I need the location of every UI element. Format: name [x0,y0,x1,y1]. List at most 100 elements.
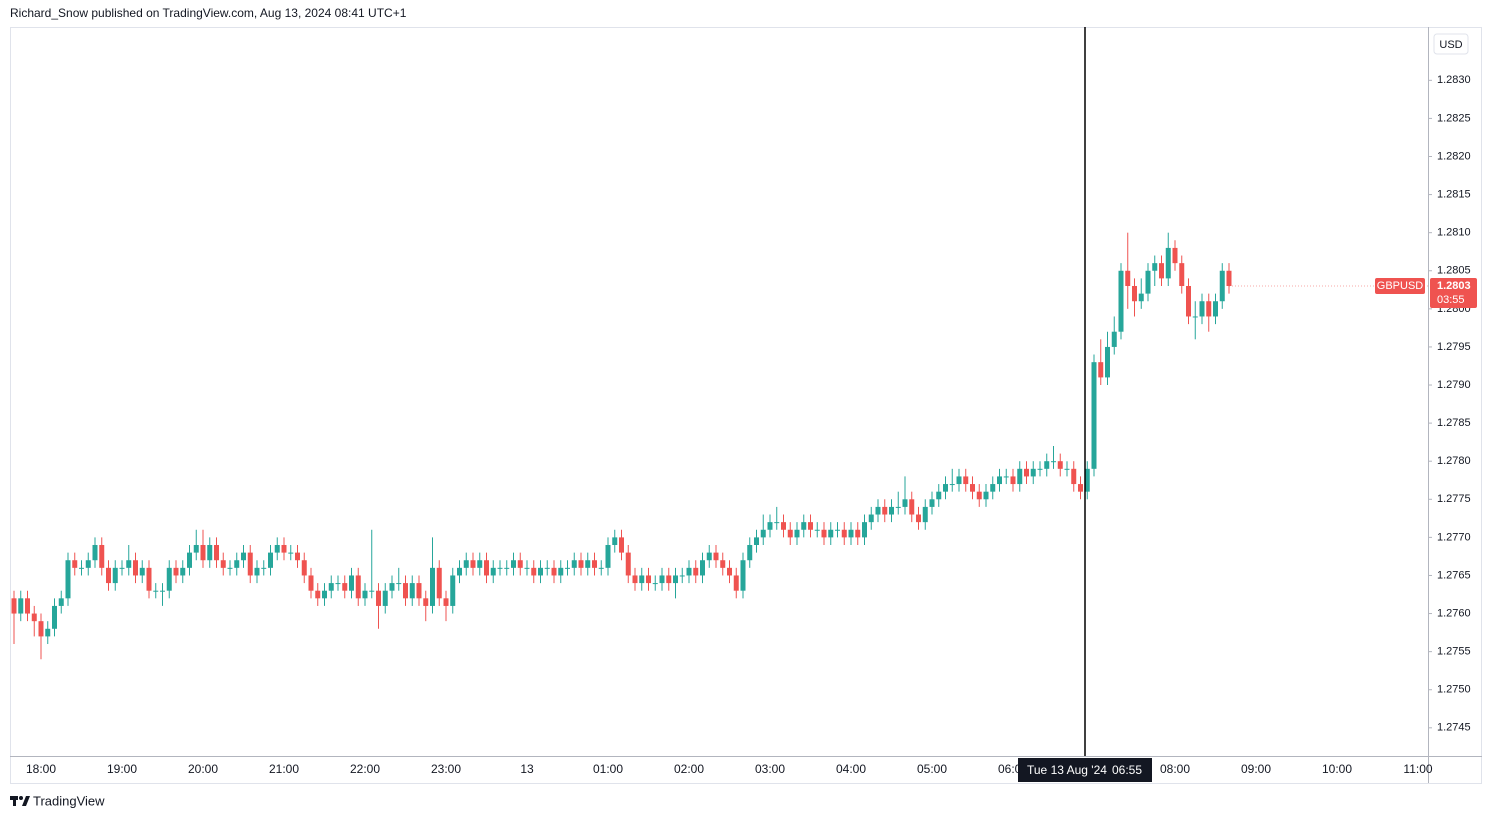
y-tick-label: 1.2830 [1437,74,1471,86]
candle-body [767,522,773,530]
candle-body [571,560,577,568]
currency-box[interactable] [1433,33,1469,55]
y-tick-label: 1.2805 [1437,265,1471,277]
candle-body [828,529,834,538]
y-tick-label: 1.2790 [1437,379,1471,391]
candle-body [31,613,37,622]
price-tag [1430,277,1477,308]
candle-body [153,590,159,592]
candle-body [38,621,44,637]
y-tick-label: 1.2770 [1437,531,1471,543]
candle-body [598,567,604,569]
candle-body [835,529,840,531]
candle-body [369,590,375,592]
candle-body [551,567,557,576]
candle-body [322,590,327,599]
candle-body [1017,468,1023,485]
frame [10,27,1482,784]
candle-body [180,567,186,576]
candle-body [166,567,172,591]
candle-body [889,506,894,515]
candle-body [740,560,746,591]
candle-body [355,575,361,599]
candle-body [760,529,766,538]
candle-body [470,560,476,568]
candle-body [1132,285,1137,302]
candle-body [234,560,240,568]
candle-body [423,598,429,606]
crosshair-date: Tue 13 Aug '24 [1027,763,1107,777]
candle-body [565,567,570,569]
candle-body [1145,270,1151,294]
candle-body [1186,285,1191,317]
candle-body [524,567,530,569]
candle-body [65,560,71,599]
candle-body [274,544,280,553]
x-tick-label: 04:00 [836,762,866,776]
candle-body [497,567,503,569]
y-tick-label: 1.2815 [1437,188,1471,200]
candle-body [193,544,199,553]
x-tick-label: 08:00 [1160,762,1190,776]
candle-body [679,575,685,577]
y-tick-label: 1.2745 [1437,722,1471,734]
candle-body [362,590,368,599]
candle-body [754,537,759,545]
candle-body [706,552,712,561]
candle-body [875,506,881,515]
candle-body [119,567,125,569]
candle-body [376,590,381,606]
candle-body [1192,316,1198,318]
candle-body [409,583,415,599]
candle-body [247,552,253,576]
candle-body [389,583,395,591]
candle-body [281,544,287,553]
candle-body [396,583,402,585]
countdown: 03:55 [1437,294,1465,306]
candle-body [1064,468,1070,470]
candle-body [1152,263,1158,271]
candle-body [585,560,591,568]
candle-body [1078,484,1083,492]
candle-body [99,544,105,568]
x-tick-label: 23:00 [431,762,461,776]
candle-body [1159,263,1164,279]
candle-body [349,575,354,591]
x-tick-label: 21:00 [269,762,299,776]
x-tick-label: 22:00 [350,762,380,776]
y-tick-label: 1.2820 [1437,150,1471,162]
candle-body [1213,301,1218,317]
candle-body [558,567,564,576]
candle-body [538,567,543,576]
candle-body [956,476,962,485]
candle-body [187,552,192,568]
y-tick-label: 1.2750 [1437,684,1471,696]
candle-body [1024,468,1029,477]
candle-body [261,567,267,569]
candle-body [72,560,78,568]
candle-body [1199,301,1205,317]
candle-body [335,583,341,585]
candle-body [1125,270,1131,286]
candle-body [52,605,57,629]
logo-mark [13,796,16,806]
candle-body [929,499,935,507]
x-tick-label: 03:00 [755,762,785,776]
candle-body [1226,270,1232,286]
candle-body [632,575,638,584]
candle-body [1138,293,1144,302]
candle-body [983,491,989,500]
candle-body [85,560,91,568]
logo [10,796,30,806]
candle-body [544,567,550,569]
candle-body [463,560,469,568]
candle-body [112,567,118,584]
candle-body [1044,461,1050,469]
candle-body [1172,247,1178,264]
candle-body [733,575,739,591]
candle-body [963,476,969,485]
candle-body [1105,346,1110,378]
candle-body [882,506,888,515]
candle-body [787,529,793,538]
